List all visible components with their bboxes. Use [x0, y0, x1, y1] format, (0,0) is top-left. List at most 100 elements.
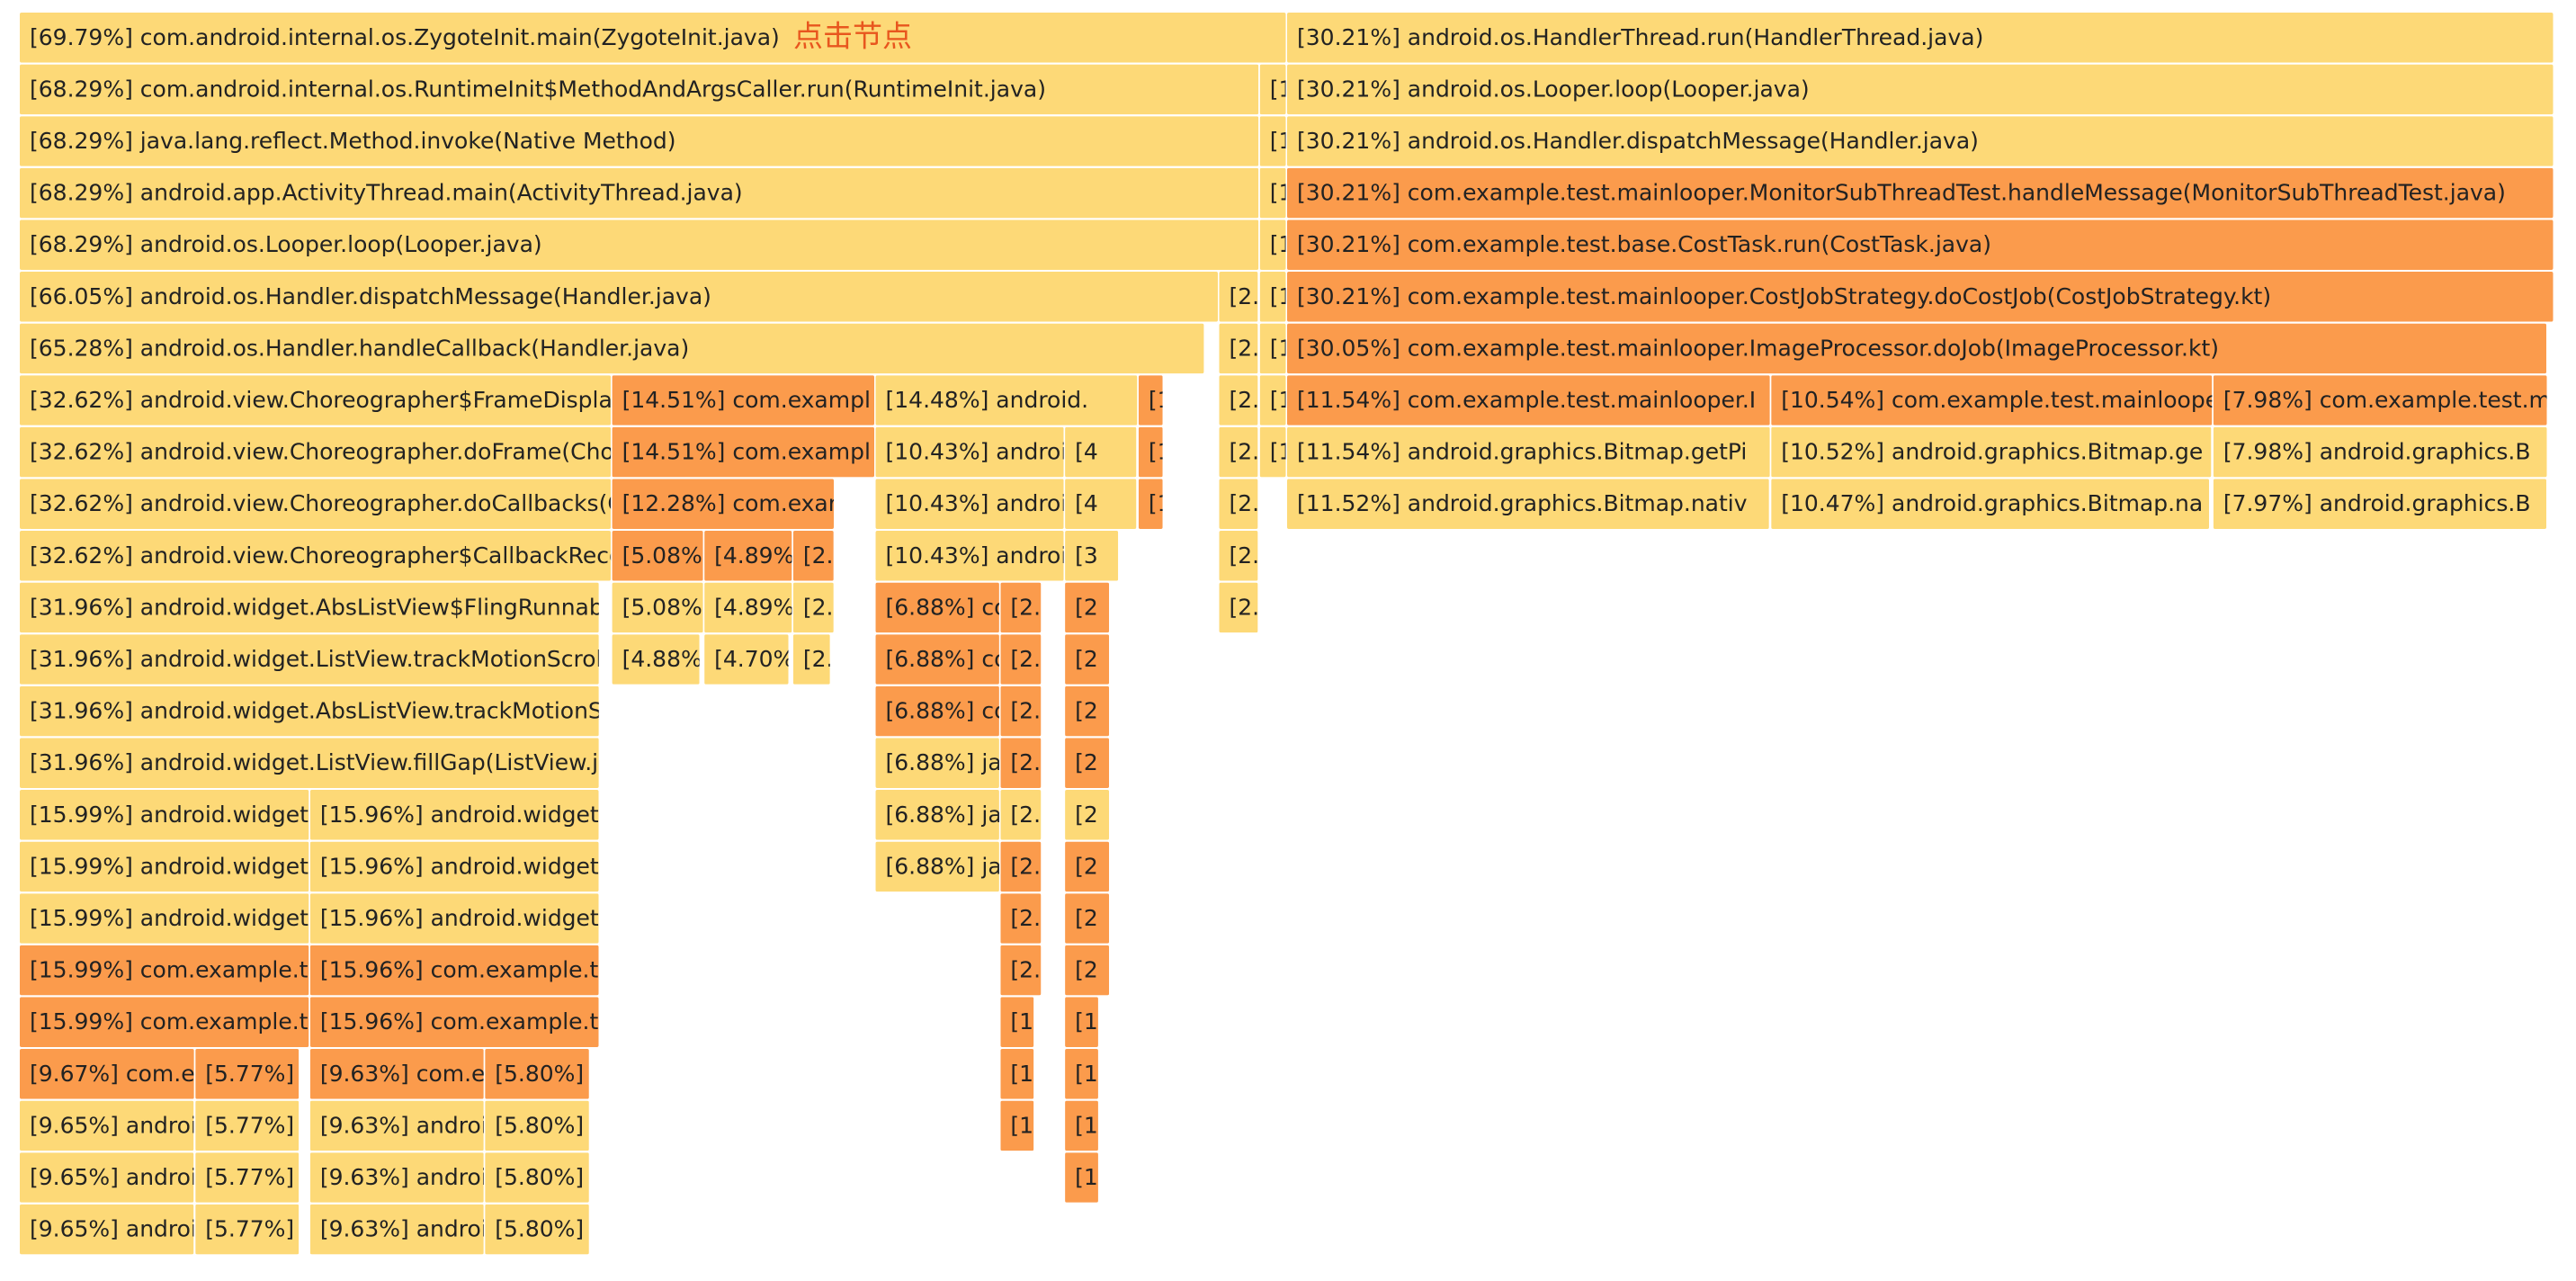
frame-node[interactable]: [30.21%] com.example.test.base.CostTask.…	[1287, 219, 2554, 270]
frame-node[interactable]: [1	[1259, 272, 1293, 322]
frame-node[interactable]: [68.29%] android.app.ActivityThread.main…	[20, 167, 1259, 219]
frame-node[interactable]: [4.88%]	[612, 634, 711, 685]
frame-node[interactable]: [32.62%] android.view.Choreographer.doCa…	[20, 479, 674, 529]
frame-node[interactable]: [10.52%] android.graphics.Bitmap.ge	[1771, 426, 2212, 478]
frame-node[interactable]: [1.	[1138, 479, 1179, 529]
frame-node[interactable]: [2.	[1219, 375, 1259, 426]
frame-node[interactable]: [2.3	[792, 531, 848, 581]
frame-node[interactable]: [9.67%] com.exa	[20, 1049, 221, 1099]
frame-node[interactable]: [6.88%] com	[875, 634, 1030, 685]
frame-node[interactable]: [15.99%] android.widget.Lis	[20, 790, 346, 840]
frame-node[interactable]: [1	[1065, 1049, 1098, 1099]
frame-node[interactable]: [2	[1065, 582, 1110, 633]
frame-node[interactable]: [1	[1259, 219, 1293, 270]
frame-node[interactable]: [1	[1259, 64, 1293, 115]
frame-node[interactable]: [32.62%] android.view.Choreographer.doFr…	[20, 426, 688, 478]
frame-node[interactable]: [6.88%] java	[875, 841, 1029, 892]
frame-node[interactable]: [10.43%] androi	[875, 479, 1068, 529]
frame-node[interactable]: [66.05%] android.os.Handler.dispatchMess…	[20, 272, 1218, 322]
frame-node[interactable]: [31.96%] android.widget.ListView.fillGap…	[20, 738, 648, 788]
frame-node[interactable]: [6.88%] com	[875, 685, 1030, 737]
frame-node[interactable]: [1	[1259, 167, 1293, 219]
frame-node[interactable]: [14.51%] com.exampl	[612, 426, 875, 478]
frame-node[interactable]: [3	[1065, 531, 1119, 581]
frame-node[interactable]: [9.63%] com.exa	[309, 1049, 512, 1099]
frame-node[interactable]: [69.79%] com.android.internal.os.ZygoteI…	[20, 13, 1286, 63]
frame-node[interactable]: [15.96%] com.example.test.m	[309, 997, 662, 1047]
frame-node[interactable]: [10.43%] androi	[875, 426, 1068, 478]
frame-node[interactable]: [9.63%] android.g	[309, 1204, 523, 1255]
frame-node[interactable]: [6.88%] java	[875, 790, 1029, 840]
frame-node[interactable]: [15.99%] com.example.test.m	[20, 997, 371, 1047]
frame-node[interactable]: [32.62%] android.view.Choreographer$Call…	[20, 531, 676, 581]
frame-node[interactable]: [2.	[1000, 738, 1042, 789]
frame-node[interactable]: [4.70%]	[704, 634, 803, 685]
frame-node[interactable]: [14.48%] android.	[875, 375, 1138, 426]
frame-node[interactable]: [15.96%] com.example.test.m	[309, 945, 662, 996]
frame-node[interactable]: [2.	[1219, 531, 1259, 581]
frame-node[interactable]: [31.96%] android.widget.ListView.trackMo…	[20, 634, 636, 685]
frame-node[interactable]: [2	[1065, 790, 1110, 840]
frame-node[interactable]: [30.21%] android.os.Handler.dispatchMess…	[1287, 116, 2554, 166]
frame-node[interactable]: [7.98%] com.example.test.m	[2213, 375, 2551, 426]
frame-node[interactable]: [10.43%] androi	[875, 531, 1068, 581]
frame-node[interactable]: [30.21%] android.os.Looper.loop(Looper.j…	[1287, 64, 2554, 115]
frame-node[interactable]: [1	[1065, 1100, 1098, 1151]
frame-node[interactable]: [5.77%] a	[195, 1100, 315, 1151]
frame-node[interactable]: [30.21%] com.example.test.mainlooper.Cos…	[1287, 272, 2554, 322]
frame-node[interactable]: [4	[1065, 426, 1137, 478]
frame-node[interactable]: [6.88%] com	[875, 582, 1030, 633]
frame-node[interactable]: [1	[1259, 323, 1293, 374]
frame-node[interactable]: [15.99%] android.widget.Abs	[20, 893, 357, 944]
frame-node[interactable]: [2	[1065, 634, 1110, 685]
frame-node[interactable]: [1	[1065, 997, 1098, 1048]
frame-node[interactable]: [2.	[1000, 685, 1042, 737]
frame-node[interactable]: [4.89%]	[704, 582, 803, 633]
frame-node[interactable]: [2.	[1000, 841, 1042, 892]
frame-node[interactable]: [4.89%]	[704, 531, 803, 581]
frame-node[interactable]: [4	[1065, 479, 1137, 530]
frame-node[interactable]: [5.08%]	[612, 582, 711, 633]
frame-node[interactable]: [31.96%] android.widget.AbsListView$Flin…	[20, 582, 668, 633]
frame-node[interactable]: [1.	[1138, 426, 1179, 478]
frame-node[interactable]: [10.54%] com.example.test.mainloope	[1771, 375, 2219, 426]
frame-node[interactable]: [6.88%] java	[875, 738, 1029, 789]
frame-node[interactable]: [68.29%] android.os.Looper.loop(Looper.j…	[20, 219, 1259, 270]
frame-node[interactable]: [5.80%] co	[485, 1049, 617, 1099]
frame-node[interactable]: [2.	[1000, 893, 1042, 944]
frame-node[interactable]: [2	[1065, 685, 1110, 737]
frame-node[interactable]: [9.65%] android.g	[20, 1100, 233, 1151]
frame-node[interactable]: [2.	[1000, 634, 1042, 685]
frame-node[interactable]: [2	[1065, 841, 1110, 892]
frame-node[interactable]: [32.62%] android.view.Choreographer$Fram…	[20, 375, 690, 426]
frame-node[interactable]: [1	[1259, 375, 1293, 426]
frame-node[interactable]: [2.	[1219, 426, 1259, 478]
frame-node[interactable]: [9.63%] android.g	[309, 1100, 523, 1151]
frame-node[interactable]: [5.77%] a	[195, 1204, 315, 1255]
frame-node[interactable]: [11.54%] com.example.test.mainlooper.I	[1287, 375, 1770, 426]
frame-node[interactable]: [2.	[1000, 945, 1042, 996]
frame-node[interactable]: [2.3	[792, 582, 848, 633]
frame-node[interactable]: [5.77%] co	[195, 1049, 327, 1099]
frame-node[interactable]: [11.52%] android.graphics.Bitmap.nativ	[1287, 479, 1769, 529]
frame-node[interactable]: [1	[1065, 1152, 1098, 1203]
frame-node[interactable]: [5.80%] a	[485, 1204, 604, 1255]
frame-node[interactable]: [7.97%] android.graphics.B	[2213, 479, 2547, 530]
frame-node[interactable]: [11.54%] android.graphics.Bitmap.getPi	[1287, 426, 1770, 478]
frame-node[interactable]: [2	[1065, 893, 1110, 944]
frame-node[interactable]: [15.96%] android.widget.Abs	[309, 893, 648, 944]
frame-node[interactable]: [10.47%] android.graphics.Bitmap.na	[1771, 479, 2210, 529]
frame-node[interactable]: [30.21%] com.example.test.mainlooper.Mon…	[1287, 167, 2554, 219]
frame-node[interactable]: [1.	[1000, 1049, 1041, 1099]
frame-node[interactable]: [1.	[1000, 1100, 1041, 1151]
frame-node[interactable]: [2.	[1219, 479, 1259, 530]
frame-node[interactable]: [68.29%] java.lang.reflect.Method.invoke…	[20, 116, 1259, 166]
frame-node[interactable]: [1	[1259, 116, 1293, 166]
frame-node[interactable]: [2.	[1219, 272, 1259, 322]
frame-node[interactable]: [31.96%] android.widget.AbsListView.trac…	[20, 685, 649, 737]
frame-node[interactable]: [5.80%] a	[485, 1152, 604, 1203]
frame-node[interactable]: [2.	[1219, 582, 1259, 633]
frame-node[interactable]: [2	[1065, 945, 1110, 996]
frame-node[interactable]: [5.80%] a	[485, 1100, 604, 1151]
frame-node[interactable]: [9.65%] android.g	[20, 1204, 233, 1255]
